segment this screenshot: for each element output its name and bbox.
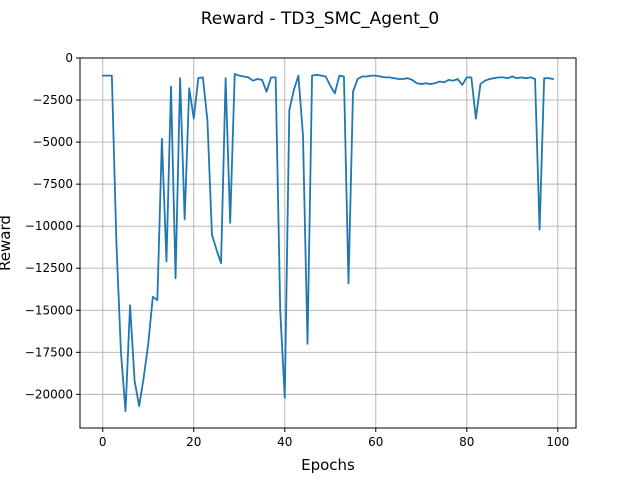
series-line [101, 73, 555, 413]
x-tick-label: 60 [368, 435, 383, 449]
y-tick-label: −20000 [25, 387, 73, 401]
x-axis: 0 20 40 60 80 100 [99, 428, 569, 449]
x-tick-label: 80 [459, 435, 474, 449]
x-tick-label: 0 [99, 435, 107, 449]
x-tick-label: 40 [277, 435, 292, 449]
plot-area [101, 73, 555, 413]
y-axis-label: Reward [0, 215, 14, 271]
y-tick-label: −10000 [25, 219, 73, 233]
y-tick-label: −15000 [25, 303, 73, 317]
y-tick-label: −17500 [25, 345, 73, 359]
x-axis-label: Epochs [301, 456, 355, 474]
y-axis: 0 −2500 −5000 −7500 −10000 −12500 −15000 −17500… [25, 51, 80, 401]
y-tick-label: −2500 [32, 93, 73, 107]
chart-title: Reward - TD3_SMC_Agent_0 [201, 9, 440, 29]
axes-frame [79, 57, 577, 429]
y-tick-label: −7500 [32, 177, 73, 191]
grid [80, 57, 576, 428]
x-tick-label: 20 [186, 435, 201, 449]
y-tick-label: −12500 [25, 261, 73, 275]
y-tick-label: −5000 [32, 135, 73, 149]
x-tick-label: 100 [546, 435, 569, 449]
y-tick-label: 0 [65, 51, 73, 65]
